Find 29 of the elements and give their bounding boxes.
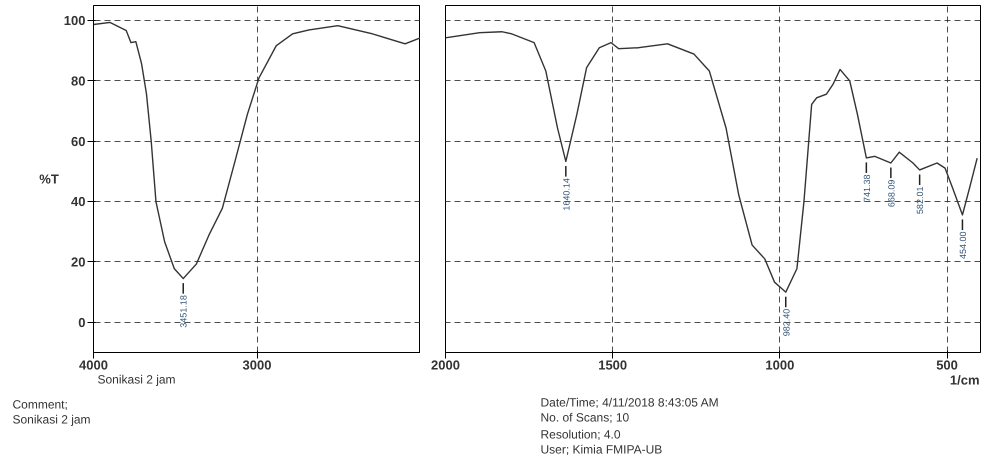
annotation: 454.00 [958,232,968,260]
x-tick-label: 3000 [242,358,272,372]
x-tick-label: 1500 [598,358,628,372]
annotation: 3451.18 [178,295,189,328]
line-series [94,22,420,280]
annotation: 741.38 [862,174,872,202]
x-axis-title: 1/cm [950,372,980,388]
y-tick-label: 80 [71,73,86,88]
text: No. of Scans; 10 [540,410,630,424]
y-tick-label: 40 [71,194,86,210]
x-tick-label: 1000 [765,358,794,372]
y-tick-label: 60 [71,134,86,149]
text: Sonikasi 2 jam [98,372,176,386]
text: User; Kimia FMIPA-UB [540,442,662,456]
text: Date/Time; 4/11/2018 8:43:05 AM [540,396,719,410]
x-tick-label: 4000 [79,358,108,372]
y-tick-label: 0 [78,314,86,330]
x-tick-label: 500 [936,358,958,372]
annotation: 1640.14 [561,178,572,211]
annotation: 668.09 [886,180,896,208]
text: Resolution; 4.0 [540,428,621,442]
y-axis-title: %T [39,172,59,186]
y-tick-label: 100 [64,13,86,28]
y-tick-label: 20 [71,254,86,270]
text: Sonikasi 2 jam [12,412,91,426]
annotation: 582.01 [915,186,926,214]
annotation: 982.40 [781,308,792,336]
text: Comment; [12,398,68,412]
x-tick-label: 2000 [431,358,460,372]
